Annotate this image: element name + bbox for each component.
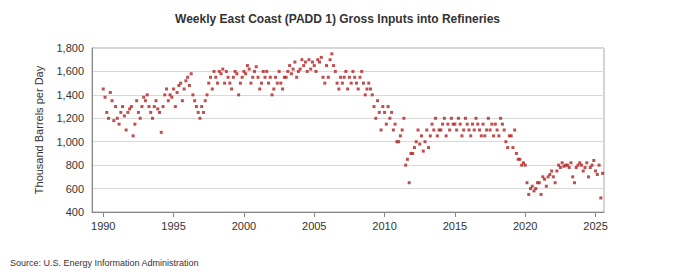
svg-text:Weekly East Coast (PADD 1) Gro: Weekly East Coast (PADD 1) Gross Inputs … <box>175 12 500 26</box>
svg-text:1,800: 1,800 <box>56 42 84 54</box>
svg-text:800: 800 <box>66 159 84 171</box>
svg-text:2025: 2025 <box>583 220 607 232</box>
svg-text:400: 400 <box>66 206 84 218</box>
svg-text:2020: 2020 <box>513 220 537 232</box>
svg-text:600: 600 <box>66 183 84 195</box>
svg-text:Thousand Barrels per Day: Thousand Barrels per Day <box>33 65 45 194</box>
svg-text:2015: 2015 <box>443 220 467 232</box>
svg-text:1,400: 1,400 <box>56 89 84 101</box>
svg-text:2000: 2000 <box>232 220 256 232</box>
svg-text:1,600: 1,600 <box>56 65 84 77</box>
svg-text:2005: 2005 <box>302 220 326 232</box>
svg-text:1,000: 1,000 <box>56 136 84 148</box>
svg-text:1990: 1990 <box>91 220 115 232</box>
svg-text:1995: 1995 <box>161 220 185 232</box>
svg-text:Source: U.S. Energy Informatio: Source: U.S. Energy Information Administ… <box>10 258 199 268</box>
svg-text:2010: 2010 <box>372 220 396 232</box>
svg-text:1,200: 1,200 <box>56 112 84 124</box>
